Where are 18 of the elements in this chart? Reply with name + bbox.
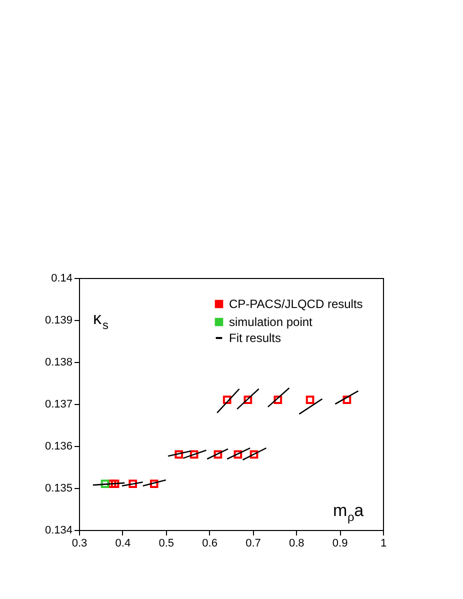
y-tick-label: 0.14 — [51, 272, 72, 284]
y-tick-label: 0.135 — [44, 482, 72, 494]
legend-label: simulation point — [229, 315, 314, 329]
y-tick-label: 0.139 — [44, 314, 72, 326]
x-tick-label: 0.9 — [332, 538, 348, 550]
x-tick-label: 0.7 — [246, 538, 261, 550]
y-tick-label: 0.134 — [44, 524, 72, 536]
legend-label: CP-PACS/JLQCD results — [229, 297, 363, 311]
x-tick-label: 0.8 — [288, 538, 304, 550]
x-tick-label: 0.6 — [202, 538, 218, 550]
x-tick-label: 0.4 — [115, 538, 131, 550]
x-tick-label: 0.5 — [158, 538, 174, 550]
x-tick-label: 0.3 — [72, 538, 88, 550]
legend-label: Fit results — [229, 331, 282, 345]
y-tick-label: 0.136 — [44, 440, 72, 452]
y-tick-label: 0.138 — [44, 356, 72, 368]
y-tick-label: 0.137 — [44, 398, 72, 410]
x-tick-label: 1 — [380, 538, 387, 550]
